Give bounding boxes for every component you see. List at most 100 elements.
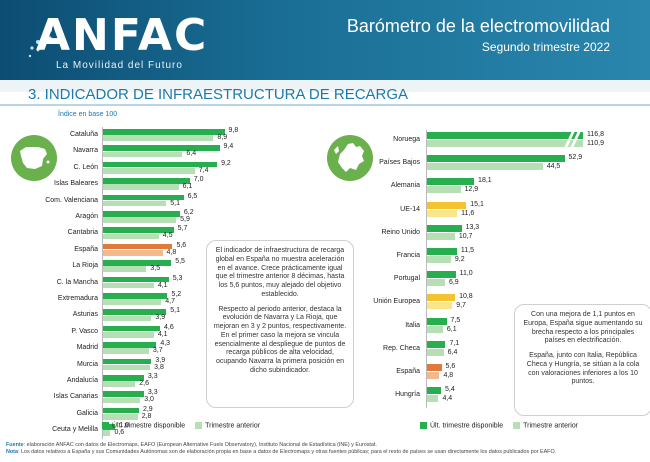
bar-previous-hungria (427, 395, 439, 403)
category-label-espana: España (396, 368, 420, 375)
value-current-francia: 11,5 (460, 247, 474, 254)
footer-source-text: : elaboración ANFAC con datos de Electro… (23, 442, 377, 448)
bar-previous-reino-unido (427, 232, 455, 240)
category-label-islas-canarias: Islas Canarias (53, 393, 98, 401)
category-label-rep-checa: Rep. Checa (383, 344, 420, 352)
footer-note-label: Nota (6, 449, 18, 456)
bar-previous-ue-14 (427, 209, 458, 217)
bar-previous-ceuta-y-melilla (103, 430, 111, 436)
value-current-madrid: 4,3 (160, 340, 171, 348)
bar-previous-francia (427, 256, 451, 263)
category-label-p-vasco: P. Vasco (71, 327, 98, 335)
value-previous-noruega: 110,9 (587, 140, 604, 147)
value-previous-ue-14: 11,6 (461, 209, 475, 217)
bar-current-extremadura (103, 293, 168, 299)
logo: ANFAC (36, 10, 209, 61)
legend-current-swatch (420, 422, 427, 429)
bar-current-alemania (427, 178, 475, 186)
legend-current-label: Últ. trimestre disponible (430, 422, 504, 430)
bar-current-paises-bajos (427, 155, 565, 163)
bar-current-ue-14 (427, 201, 467, 209)
value-previous-ceuta-y-melilla: 0,6 (114, 429, 125, 437)
bar-current-c-la-mancha (103, 276, 169, 283)
value-current-cantabria: 5,7 (177, 225, 188, 233)
countries-commentary-1: Con una mejora de 1,1 puntos en Europa, … (523, 311, 643, 345)
bar-previous-noruega (427, 140, 583, 147)
value-previous-cantabria: 4,5 (162, 232, 173, 240)
bar-current-p-vasco (103, 325, 161, 332)
legend-previous-swatch (195, 422, 203, 429)
bar-current-italia (427, 317, 447, 325)
regions-commentary-box: El indicador de infraestructura de recar… (206, 240, 354, 408)
bar-current-navarra (103, 145, 220, 151)
bar-current-c-leon (103, 161, 218, 168)
value-current-navarra: 9,4 (223, 143, 234, 151)
value-previous-espana: 4,8 (443, 372, 454, 379)
regions-axis-line (102, 127, 103, 439)
value-previous-union-europea: 9,7 (456, 302, 466, 310)
bar-previous-espana (103, 250, 163, 256)
bar-current-espana (103, 243, 173, 250)
category-label-ue-14: UE-14 (400, 205, 420, 213)
bar-previous-cantabria (103, 233, 159, 240)
value-current-reino-unido: 13,3 (465, 223, 480, 231)
value-current-p-vasco: 4,6 (164, 323, 174, 331)
value-previous-c-la-mancha: 4,1 (157, 281, 168, 289)
bar-previous-islas-baleares (103, 184, 179, 190)
value-previous-p-vasco: 4,1 (157, 330, 168, 338)
logo-dots-icon (28, 28, 52, 58)
value-current-extremadura: 5,2 (171, 291, 182, 298)
value-current-la-rioja: 5,5 (175, 258, 185, 266)
bar-previous-alemania (427, 186, 461, 194)
value-current-aragon: 6,2 (183, 209, 194, 216)
value-current-espana: 5,6 (445, 363, 456, 370)
category-label-aragon: Aragón (75, 213, 98, 220)
value-previous-alemania: 12,9 (464, 186, 479, 194)
bar-current-islas-baleares (103, 178, 190, 184)
bar-current-madrid (103, 342, 157, 348)
regions-commentary-2: Respecto al periodo anterior, destaca la… (213, 305, 347, 374)
bar-current-aragon (103, 211, 180, 217)
header-banner: ANFAC La Movilidad del Futuro Barómetro … (0, 0, 650, 80)
bar-current-noruega (427, 132, 583, 139)
bar-current-portugal (427, 271, 456, 279)
bar-current-cataluna (103, 129, 225, 135)
bar-current-andalucia (103, 375, 144, 381)
category-label-union-europea: Unión Europea (373, 298, 420, 306)
value-current-ceuta-y-melilla: 1,0 (119, 422, 130, 430)
bar-previous-c-leon (103, 168, 195, 174)
value-previous-asturias: 3,9 (155, 314, 166, 322)
value-previous-espana: 4,8 (166, 248, 177, 256)
legend-current-label: Últ. trimestre disponible (112, 422, 186, 430)
category-label-galicia: Galicia (76, 409, 98, 417)
bar-previous-paises-bajos (427, 163, 543, 171)
bar-current-ceuta-y-melilla (103, 424, 116, 430)
footer-notes: Fuente: elaboración ANFAC con datos de E… (6, 442, 646, 457)
bar-previous-asturias (103, 315, 152, 322)
value-current-hungria: 5,4 (445, 386, 455, 394)
bar-previous-la-rioja (103, 266, 147, 272)
bar-previous-madrid (103, 348, 149, 354)
value-previous-rep-checa: 6,4 (447, 348, 458, 356)
value-current-alemania: 18,1 (478, 177, 492, 185)
countries-legend: Últ. trimestre disponible Trimestre ante… (420, 422, 578, 429)
bar-current-murcia (103, 358, 152, 365)
bar-previous-espana (427, 372, 440, 379)
bar-previous-italia (427, 325, 443, 333)
bar-current-cantabria (103, 227, 174, 233)
value-previous-galicia: 2,8 (141, 412, 152, 420)
report-title: Barómetro de la electromovilidad (346, 16, 610, 36)
value-previous-italia: 6,1 (446, 325, 457, 333)
footer-source: Fuente: elaboración ANFAC con datos de E… (6, 442, 646, 449)
value-current-portugal: 11,0 (459, 270, 473, 278)
category-label-francia: Francia (396, 252, 420, 259)
footer-note-text: : Los datos relativos a España y sus Com… (17, 449, 557, 456)
value-previous-hungria: 4,4 (442, 395, 453, 403)
value-current-murcia: 3,9 (155, 356, 166, 364)
bar-current-rep-checa (427, 340, 446, 348)
bar-previous-galicia (103, 414, 138, 420)
value-previous-com-valenciana: 5,1 (170, 199, 180, 207)
countries-commentary-box: Con una mejora de 1,1 puntos en Europa, … (514, 304, 650, 416)
value-current-ue-14: 15,1 (470, 200, 484, 208)
title-band (0, 80, 650, 92)
